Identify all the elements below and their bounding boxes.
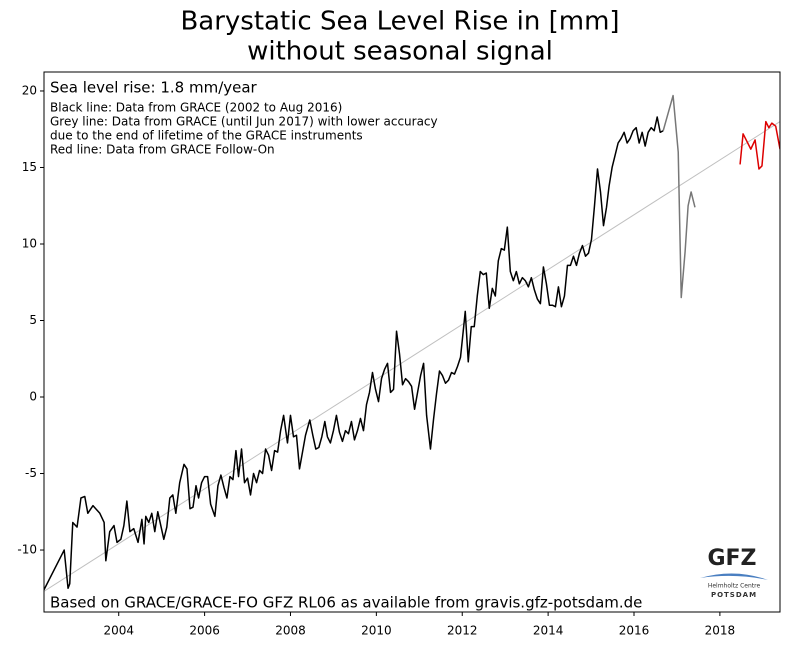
y-tick-label: -10 [17, 543, 37, 557]
y-tick-label: -5 [25, 466, 37, 480]
plot-area [44, 94, 780, 592]
y-tick-label: 15 [22, 160, 37, 174]
logo: GFZ [707, 546, 756, 571]
x-tick-label: 2008 [275, 624, 306, 638]
x-tick-label: 2006 [189, 624, 220, 638]
y-tick-label: 5 [29, 313, 37, 327]
data-line [739, 120, 780, 170]
plot-frame [43, 71, 781, 613]
y-tick-label: 0 [29, 390, 37, 404]
x-tick-label: 2010 [361, 624, 392, 638]
chart-title: without seasonal signal [247, 37, 553, 67]
annotation: Sea level rise: 1.8 mm/year [50, 79, 258, 97]
y-tick-label: 20 [22, 83, 37, 97]
x-tick-label: 2014 [533, 624, 564, 638]
chart-title: Barystatic Sea Level Rise in [mm] [180, 7, 619, 37]
annotation: Red line: Data from GRACE Follow-On [50, 143, 275, 157]
x-tick-label: 2018 [705, 624, 736, 638]
annotation: Black line: Data from GRACE (2002 to Aug… [50, 101, 342, 115]
data-line [44, 116, 664, 591]
annotation: due to the end of lifetime of the GRACE … [50, 129, 363, 143]
y-tick-label: 10 [22, 236, 37, 250]
trend-line [44, 121, 780, 592]
data-line [662, 94, 696, 299]
x-tick-label: 2016 [619, 624, 650, 638]
logo-swoosh [700, 573, 768, 580]
x-tick-label: 2012 [447, 624, 478, 638]
footer: Based on GRACE/GRACE-FO GFZ RL06 as avai… [50, 594, 642, 612]
logo: POTSDAM [711, 591, 757, 599]
logo: Helmholtz Centre [708, 583, 761, 590]
x-tick-label: 2004 [103, 624, 134, 638]
annotation: Grey line: Data from GRACE (until Jun 20… [50, 115, 438, 129]
